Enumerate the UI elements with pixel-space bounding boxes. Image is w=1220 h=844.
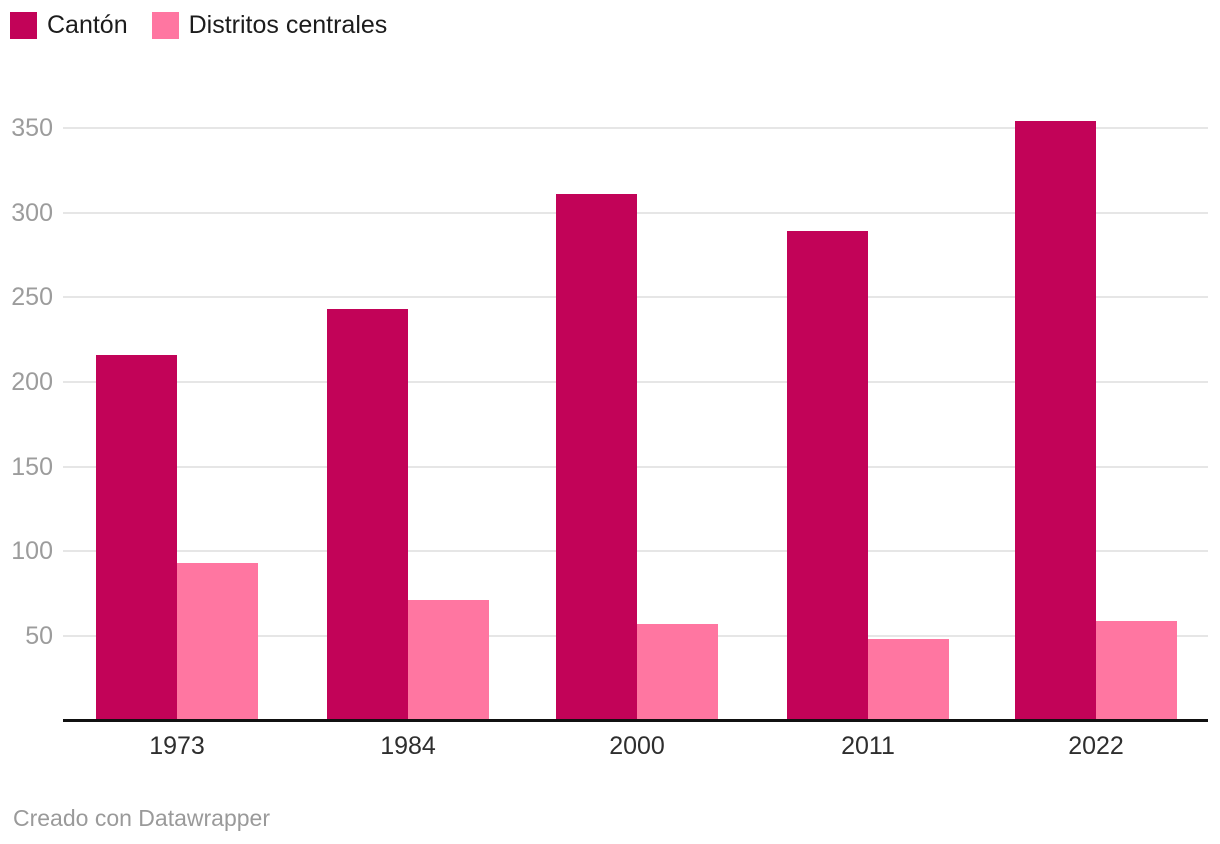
bar-canton-2000[interactable] (556, 194, 637, 719)
x-axis-label-2022: 2022 (1068, 732, 1124, 760)
bar-canton-2011[interactable] (787, 231, 868, 719)
bar-distritos-centrales-1984[interactable] (408, 600, 489, 719)
legend-label-canton: Cantón (47, 11, 128, 39)
bar-canton-1973[interactable] (96, 355, 177, 719)
legend-label-distritos-centrales: Distritos centrales (188, 11, 388, 39)
x-axis-label-1984: 1984 (380, 732, 436, 760)
y-tick-label-50: 50 (25, 621, 53, 650)
bar-distritos-centrales-2022[interactable] (1096, 620, 1177, 719)
gridline-350 (63, 126, 1208, 129)
x-axis-line (63, 719, 1208, 722)
y-tick-label-100: 100 (11, 537, 53, 566)
legend-swatch-canton (10, 12, 37, 39)
y-tick-label-250: 250 (11, 283, 53, 312)
x-axis-label-1973: 1973 (149, 732, 205, 760)
bar-distritos-centrales-2011[interactable] (868, 639, 949, 719)
bar-canton-1984[interactable] (327, 309, 408, 719)
y-tick-label-200: 200 (11, 367, 53, 396)
y-tick-label-350: 350 (11, 113, 53, 142)
x-axis-label-2011: 2011 (841, 732, 895, 760)
legend-swatch-distritos-centrales (151, 12, 179, 39)
y-tick-label-300: 300 (11, 198, 53, 227)
legend-item-canton: Cantón (10, 12, 128, 39)
y-tick-label-150: 150 (11, 452, 53, 481)
legend: Cantón Distritos centrales (10, 12, 387, 39)
datawrapper-credit-link[interactable]: Creado con Datawrapper (13, 805, 270, 831)
bar-distritos-centrales-2000[interactable] (637, 624, 718, 719)
bar-canton-2022[interactable] (1015, 121, 1096, 719)
legend-item-distritos-centrales: Distritos centrales (151, 11, 388, 39)
x-axis-label-2000: 2000 (609, 732, 665, 760)
bar-distritos-centrales-1973[interactable] (177, 563, 258, 719)
footer: Creado con Datawrapper (13, 805, 270, 832)
